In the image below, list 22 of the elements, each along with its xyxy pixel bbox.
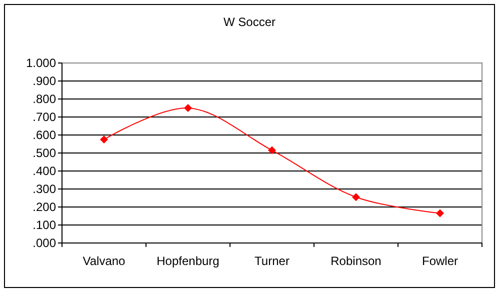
x-tick-label: Fowler [422, 254, 458, 268]
chart-title: W Soccer [223, 15, 276, 29]
y-tick-label: .500 [32, 146, 56, 160]
point [184, 104, 192, 112]
y-tick-label: .000 [32, 236, 56, 250]
x-tick-label: Valvano [82, 254, 126, 268]
y-tick-label: .600 [32, 128, 56, 142]
y-tick-label: .900 [32, 74, 56, 88]
point [352, 193, 360, 202]
y-tick-label: .400 [32, 164, 56, 178]
y-tick-label: 1.000 [26, 56, 56, 70]
x-tick-label: Robinson [330, 254, 382, 268]
y-tick-label: .200 [32, 200, 56, 214]
y-tick-label: .800 [32, 92, 56, 106]
point [100, 136, 108, 144]
x-tick-label: Hopfenburg [156, 254, 220, 268]
point [268, 146, 276, 154]
point [436, 209, 444, 218]
y-tick-label: .300 [32, 182, 56, 196]
y-tick-label: .700 [32, 110, 56, 124]
x-tick-label: Turner [254, 254, 290, 268]
y-tick-label: .100 [32, 218, 56, 232]
